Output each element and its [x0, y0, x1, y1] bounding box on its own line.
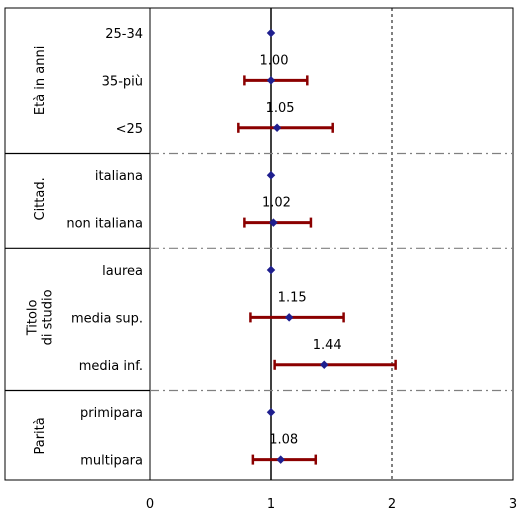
value-label: 1.08 [269, 433, 298, 448]
row-label: <25 [116, 122, 143, 137]
row-label: primipara [80, 406, 143, 421]
row-label: media inf. [79, 359, 143, 374]
odds-ratio-point [266, 170, 276, 180]
row-label: media sup. [71, 311, 143, 326]
value-label: 1.44 [313, 338, 342, 353]
row-label: 25-34 [105, 27, 143, 42]
value-label: 1.05 [266, 101, 295, 116]
odds-ratio-point [266, 28, 276, 38]
odds-ratio-point [266, 76, 276, 85]
value-label: 1.15 [278, 290, 307, 305]
group-label: Titolo [26, 299, 41, 336]
row-label: non italiana [66, 217, 143, 232]
row-label: laurea [102, 264, 143, 279]
odds-ratio-point [269, 218, 278, 227]
group-label: Età in anni [33, 46, 48, 115]
odds-ratio-point [276, 455, 285, 464]
x-tick-label: 1 [267, 497, 275, 512]
odds-ratio-point [266, 407, 276, 417]
group-label: di studio [41, 289, 56, 345]
group-label: Parità [33, 417, 48, 454]
row-label: italiana [95, 169, 143, 184]
value-label: 1.00 [260, 53, 289, 68]
row-label: multipara [80, 454, 143, 469]
odds-ratio-point [284, 313, 294, 322]
odds-ratio-point [272, 123, 282, 133]
x-tick-label: 3 [509, 497, 517, 512]
x-tick-label: 0 [146, 497, 154, 512]
value-label: 1.02 [262, 196, 291, 211]
odds-ratio-point [319, 360, 329, 370]
odds-ratio-point [266, 265, 276, 275]
group-label: Cittad. [33, 177, 48, 220]
plot-frame [4, 7, 514, 481]
row-label: 35-più [102, 74, 143, 89]
x-tick-label: 2 [388, 497, 396, 512]
